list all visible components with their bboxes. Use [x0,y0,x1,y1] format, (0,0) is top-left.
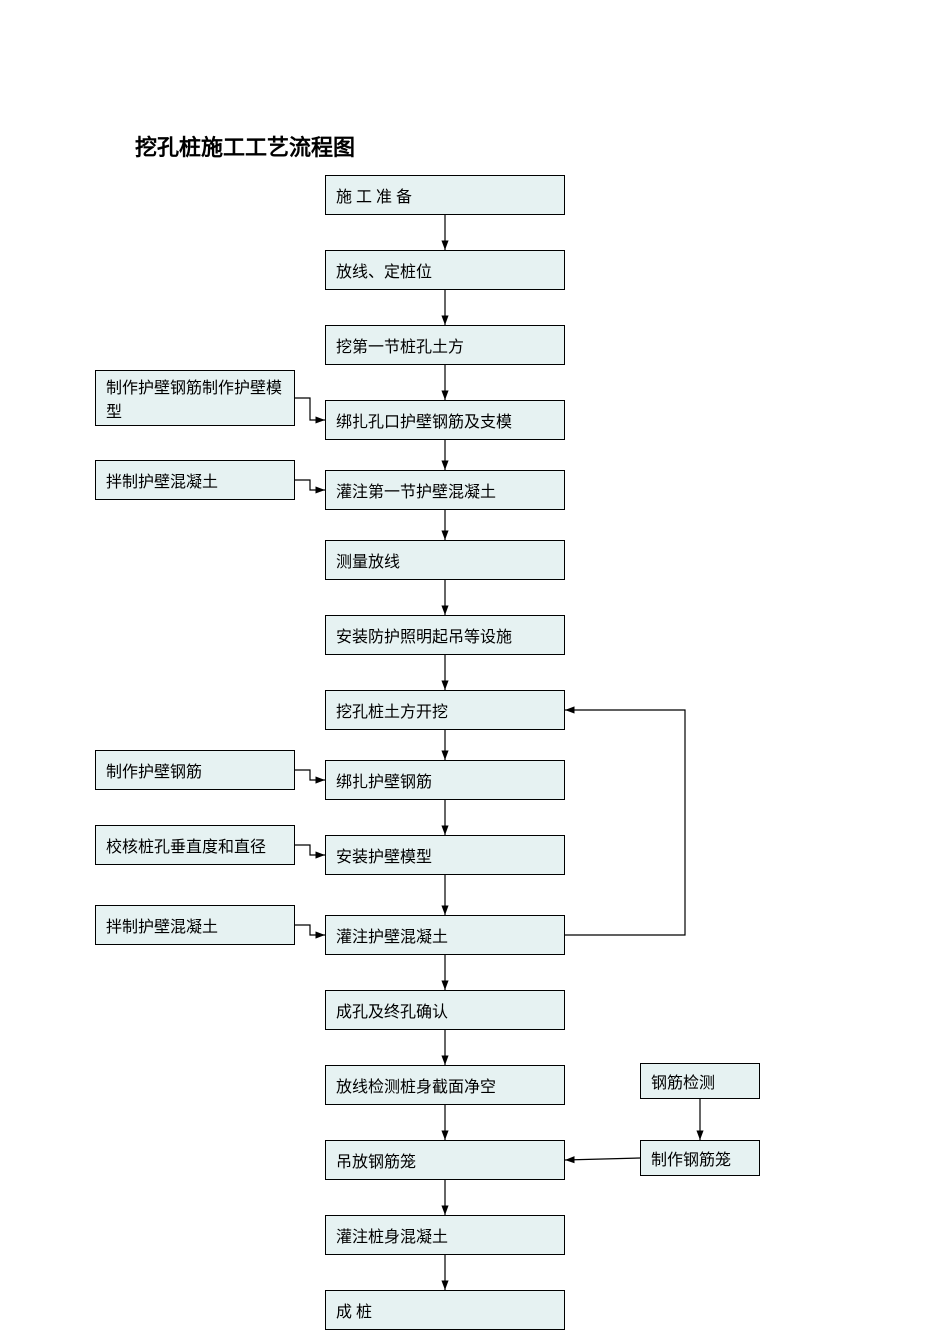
flow-node-n8: 挖孔桩土方开挖 [325,690,565,730]
flow-node-n5: 灌注第一节护壁混凝土 [325,470,565,510]
side-node-s4: 校核桩孔垂直度和直径 [95,825,295,865]
right-node-r1: 钢筋检测 [640,1063,760,1099]
flow-node-n10: 安装护壁模型 [325,835,565,875]
side-node-s3: 制作护壁钢筋 [95,750,295,790]
diagram-title: 挖孔桩施工工艺流程图 [135,130,355,162]
flow-node-n15: 灌注桩身混凝土 [325,1215,565,1255]
flow-node-n2: 放线、定桩位 [325,250,565,290]
flow-node-n7: 安装防护照明起吊等设施 [325,615,565,655]
flow-node-n3: 挖第一节桩孔土方 [325,325,565,365]
flow-node-n12: 成孔及终孔确认 [325,990,565,1030]
right-node-r2: 制作钢筋笼 [640,1140,760,1176]
side-node-s2: 拌制护壁混凝土 [95,460,295,500]
flow-node-n1: 施 工 准 备 [325,175,565,215]
flow-node-n16: 成 桩 [325,1290,565,1330]
flow-node-n6: 测量放线 [325,540,565,580]
flow-node-n9: 绑扎护壁钢筋 [325,760,565,800]
flow-node-n13: 放线检测桩身截面净空 [325,1065,565,1105]
side-node-s1: 制作护壁钢筋制作护壁模型 [95,370,295,426]
flow-node-n4: 绑扎孔口护壁钢筋及支模 [325,400,565,440]
flow-node-n11: 灌注护壁混凝土 [325,915,565,955]
flow-node-n14: 吊放钢筋笼 [325,1140,565,1180]
side-node-s5: 拌制护壁混凝土 [95,905,295,945]
